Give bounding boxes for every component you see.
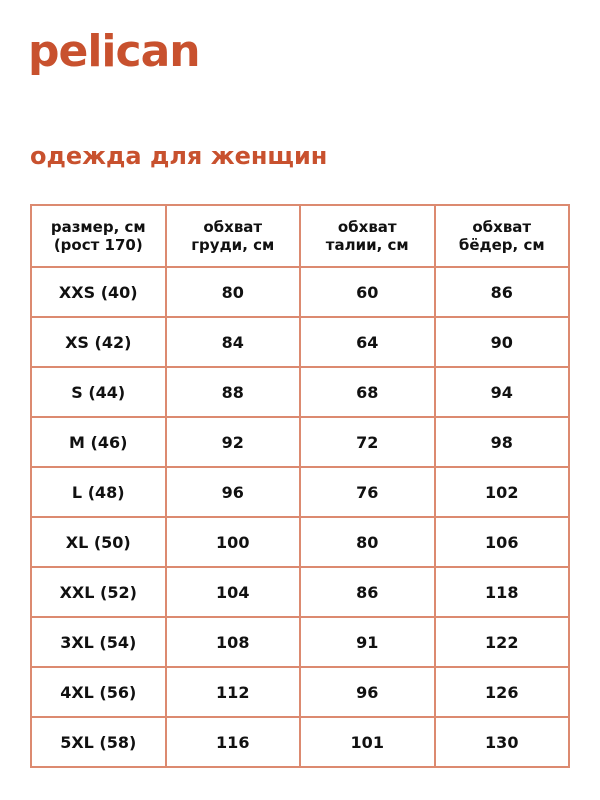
- header-line: талии, см: [325, 236, 409, 254]
- size-cell: XS (42): [30, 316, 167, 368]
- measure-cell: 80: [164, 266, 301, 318]
- measure-cell: 72: [299, 416, 436, 468]
- table-row: S (44) 88 68 94: [30, 366, 570, 418]
- column-header: обхват груди, см: [164, 204, 301, 268]
- measure-cell: 130: [433, 716, 570, 768]
- column-header: обхват талии, см: [299, 204, 436, 268]
- header-line: обхват: [472, 218, 532, 236]
- measure-cell: 84: [164, 316, 301, 368]
- measure-cell: 122: [433, 616, 570, 668]
- measure-cell: 104: [164, 566, 301, 618]
- measure-cell: 101: [299, 716, 436, 768]
- measure-cell: 90: [433, 316, 570, 368]
- measure-cell: 68: [299, 366, 436, 418]
- measure-cell: 116: [164, 716, 301, 768]
- size-cell: XXS (40): [30, 266, 167, 318]
- measure-cell: 126: [433, 666, 570, 718]
- measure-cell: 102: [433, 466, 570, 518]
- size-cell: M (46): [30, 416, 167, 468]
- measure-cell: 91: [299, 616, 436, 668]
- measure-cell: 106: [433, 516, 570, 568]
- size-table: размер, см (рост 170) обхват груди, см обхва…: [30, 204, 570, 768]
- measure-cell: 88: [164, 366, 301, 418]
- size-cell: XL (50): [30, 516, 167, 568]
- size-cell: L (48): [30, 466, 167, 518]
- measure-cell: 112: [164, 666, 301, 718]
- header-line: обхват: [337, 218, 397, 236]
- measure-cell: 96: [299, 666, 436, 718]
- page-title: одежда для женщин: [30, 142, 328, 170]
- measure-cell: 96: [164, 466, 301, 518]
- measure-cell: 98: [433, 416, 570, 468]
- header-row: размер, см (рост 170) обхват груди, см обхва…: [30, 204, 570, 268]
- measure-cell: 92: [164, 416, 301, 468]
- table-row: XL (50) 100 80 106: [30, 516, 570, 568]
- measure-cell: 108: [164, 616, 301, 668]
- pelican-logo: pelican: [28, 26, 201, 77]
- column-header: размер, см (рост 170): [30, 204, 167, 268]
- header-line: груди, см: [191, 236, 275, 254]
- table-row: XS (42) 84 64 90: [30, 316, 570, 368]
- measure-cell: 86: [433, 266, 570, 318]
- measure-cell: 64: [299, 316, 436, 368]
- measure-cell: 118: [433, 566, 570, 618]
- table-row: XXS (40) 80 60 86: [30, 266, 570, 318]
- header-line: размер, см: [50, 218, 146, 236]
- measure-cell: 86: [299, 566, 436, 618]
- column-header: обхват бёдер, см: [433, 204, 570, 268]
- size-cell: 4XL (56): [30, 666, 167, 718]
- table-row: L (48) 96 76 102: [30, 466, 570, 518]
- measure-cell: 80: [299, 516, 436, 568]
- table-row: 5XL (58) 116 101 130: [30, 716, 570, 768]
- table-row: XXL (52) 104 86 118: [30, 566, 570, 618]
- measure-cell: 76: [299, 466, 436, 518]
- table-row: 4XL (56) 112 96 126: [30, 666, 570, 718]
- size-cell: S (44): [30, 366, 167, 418]
- measure-cell: 94: [433, 366, 570, 418]
- size-cell: 3XL (54): [30, 616, 167, 668]
- table-row: M (46) 92 72 98: [30, 416, 570, 468]
- measure-cell: 60: [299, 266, 436, 318]
- measure-cell: 100: [164, 516, 301, 568]
- header-line: (рост 170): [53, 236, 143, 254]
- table-row: 3XL (54) 108 91 122: [30, 616, 570, 668]
- header-line: бёдер, см: [458, 236, 545, 254]
- size-cell: 5XL (58): [30, 716, 167, 768]
- header-line: обхват: [203, 218, 263, 236]
- size-cell: XXL (52): [30, 566, 167, 618]
